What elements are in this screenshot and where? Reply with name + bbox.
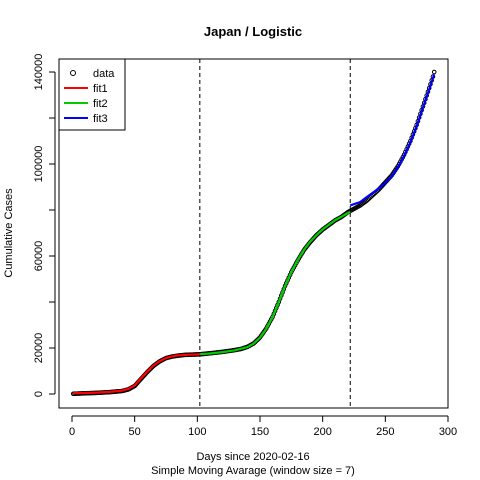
x-tick-label: 250	[376, 426, 394, 438]
data-point	[431, 69, 437, 75]
fit2-line	[199, 210, 351, 356]
x-tick-label: 50	[129, 426, 141, 438]
legend: data fit1 fit2 fit3	[58, 58, 126, 131]
legend-fit3-label: fit3	[93, 113, 108, 125]
plot-frame	[58, 58, 449, 409]
fit3-line	[349, 73, 436, 207]
x-tick-label: 300	[439, 426, 457, 438]
x-axis-label: Days since 2020-02-16	[196, 451, 309, 463]
x-tick-label: 150	[251, 426, 269, 438]
x-tick-label: 200	[313, 426, 331, 438]
chart-subtitle: Simple Moving Avarage (window size = 7)	[151, 465, 355, 477]
y-tick-label: 100000	[33, 146, 45, 183]
y-tick-label: 0	[33, 391, 45, 397]
y-tick-label: 140000	[33, 54, 45, 91]
plot-area	[70, 59, 437, 408]
legend-data-label: data	[93, 68, 115, 80]
legend-data-marker	[70, 70, 76, 76]
x-tick-label: 100	[188, 426, 206, 438]
y-tick-label: 60000	[33, 241, 45, 272]
x-tick-label: 0	[69, 426, 75, 438]
fit1-line	[73, 353, 200, 395]
legend-fit1-label: fit1	[93, 83, 108, 95]
y-tick-label: 20000	[33, 333, 45, 364]
legend-fit2-label: fit2	[93, 98, 108, 110]
y-axis: 0 20000 60000 100000 140000	[33, 54, 56, 397]
chart-title: Japan / Logistic	[204, 24, 302, 39]
y-axis-label: Cumulative Cases	[3, 188, 15, 278]
legend-box	[58, 58, 126, 131]
x-axis: 0 50 100 150 200 250 300	[69, 415, 457, 438]
